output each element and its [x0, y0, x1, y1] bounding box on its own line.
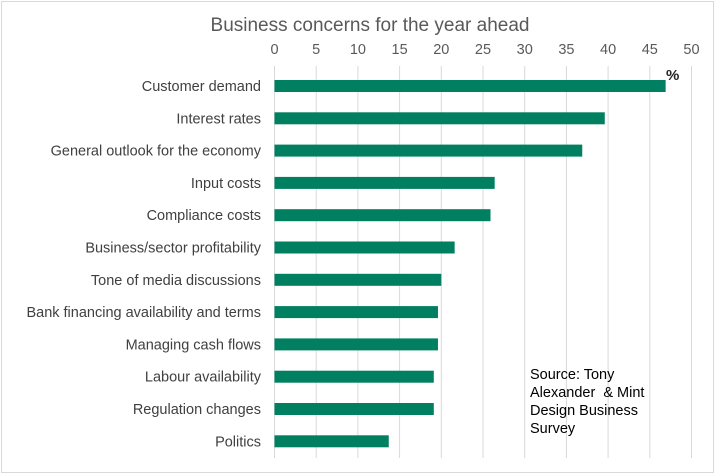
bar	[274, 241, 455, 254]
x-tick-label: 35	[558, 42, 574, 58]
category-label: Labour availability	[145, 370, 262, 386]
x-tick-label: 15	[392, 42, 408, 58]
x-tick-label: 45	[642, 42, 658, 58]
category-label: Business/sector profitability	[85, 241, 261, 257]
x-tick-label: 20	[433, 42, 449, 58]
bar	[274, 80, 666, 92]
x-tick-label: 5	[312, 42, 320, 58]
source-annotation: Source: Tony Alexander & Mint Design Bus…	[530, 366, 670, 438]
category-label: General outlook for the economy	[51, 144, 262, 160]
category-label: Regulation changes	[133, 402, 261, 418]
bar	[274, 435, 389, 448]
bar	[274, 144, 583, 157]
bar	[274, 209, 491, 222]
category-label: Bank financing availability and terms	[26, 305, 261, 321]
bar	[274, 370, 434, 383]
chart-title: Business concerns for the year ahead	[211, 15, 530, 36]
category-label: Managing cash flows	[126, 337, 261, 353]
x-tick-label: 30	[517, 42, 533, 58]
x-tick-label: 50	[683, 42, 699, 58]
category-label: Compliance costs	[147, 208, 261, 224]
unit-label: %	[666, 67, 679, 84]
x-tick-label: 40	[600, 42, 616, 58]
x-tick-label: 10	[350, 42, 366, 58]
x-tick-label: 25	[475, 42, 491, 58]
source-line: Survey	[530, 421, 576, 437]
bar	[274, 338, 438, 351]
x-tick-label: 0	[270, 42, 278, 58]
source-line: Alexander & Mint	[530, 385, 645, 401]
source-line: Source: Tony	[530, 367, 615, 383]
source-line: Design Business	[530, 403, 638, 419]
bar	[274, 273, 442, 286]
category-label: Input costs	[191, 176, 261, 192]
bar	[274, 176, 495, 189]
category-label: Interest rates	[176, 111, 261, 127]
category-label: Customer demand	[142, 79, 261, 95]
category-label: Politics	[215, 434, 261, 450]
category-label: Tone of media discussions	[91, 273, 261, 289]
bar	[274, 306, 438, 319]
bar	[274, 112, 605, 125]
bar	[274, 403, 434, 415]
